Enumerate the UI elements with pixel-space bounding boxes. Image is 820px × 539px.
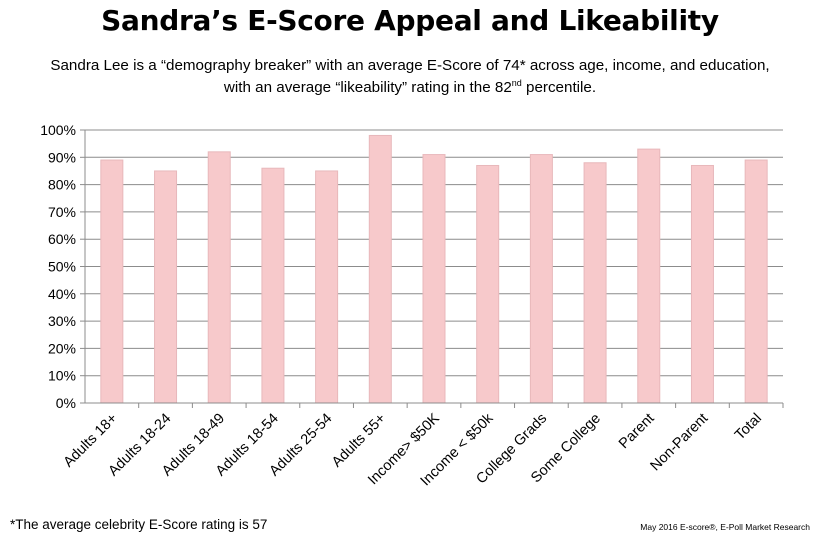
y-tick-label: 60%: [48, 231, 76, 247]
bar: [744, 159, 768, 404]
bar: [422, 154, 446, 404]
y-tick-label: 100%: [40, 122, 76, 138]
subtitle-line-2-end: percentile.: [521, 79, 597, 96]
axes: [80, 129, 784, 408]
bar: [154, 170, 178, 404]
y-tick-label: 20%: [48, 340, 76, 356]
bar: [476, 164, 500, 404]
y-tick-labels: 0% 10% 20% 30% 40% 50% 60% 70% 80% 90% 100%: [40, 122, 76, 411]
bar: [637, 148, 661, 404]
y-tick-label: 80%: [48, 177, 76, 193]
y-tick-label: 40%: [48, 286, 76, 302]
y-tick-label: 90%: [48, 149, 76, 165]
bar: [529, 154, 553, 404]
y-tick-label: 10%: [48, 368, 76, 384]
chart-title: Sandra’s E-Score Appeal and Likeability: [101, 4, 719, 37]
y-tick-label: 50%: [48, 259, 76, 275]
bar: [261, 167, 285, 404]
source-credit: May 2016 E-score®, E-Poll Market Researc…: [640, 522, 810, 532]
bar: [315, 170, 339, 404]
x-tick-label: Non-Parent: [648, 411, 712, 475]
ordinal-suffix: nd: [511, 78, 522, 88]
y-tick-label: 70%: [48, 204, 76, 220]
chart-subtitle: Sandra Lee is a “demography breaker” wit…: [0, 55, 820, 99]
bar: [100, 159, 124, 404]
subtitle-line-2-text: with an average “likeability” rating in …: [223, 79, 512, 96]
footnote: *The average celebrity E-Score rating is…: [10, 517, 268, 532]
subtitle-line-1: Sandra Lee is a “demography breaker” wit…: [50, 57, 770, 74]
x-tick-label: Total: [732, 411, 765, 444]
bar: [583, 162, 607, 404]
bars: [100, 134, 768, 404]
bar: [207, 151, 231, 404]
x-tick-label: Parent: [616, 411, 658, 453]
y-tick-label: 0%: [56, 395, 76, 411]
subtitle-line-2: with an average “likeability” rating in …: [0, 77, 820, 99]
bar: [690, 164, 714, 404]
bar: [368, 134, 392, 404]
bar-chart: 0% 10% 20% 30% 40% 50% 60% 70% 80% 90% 100% Adults…: [40, 122, 784, 489]
y-tick-label: 30%: [48, 313, 76, 329]
